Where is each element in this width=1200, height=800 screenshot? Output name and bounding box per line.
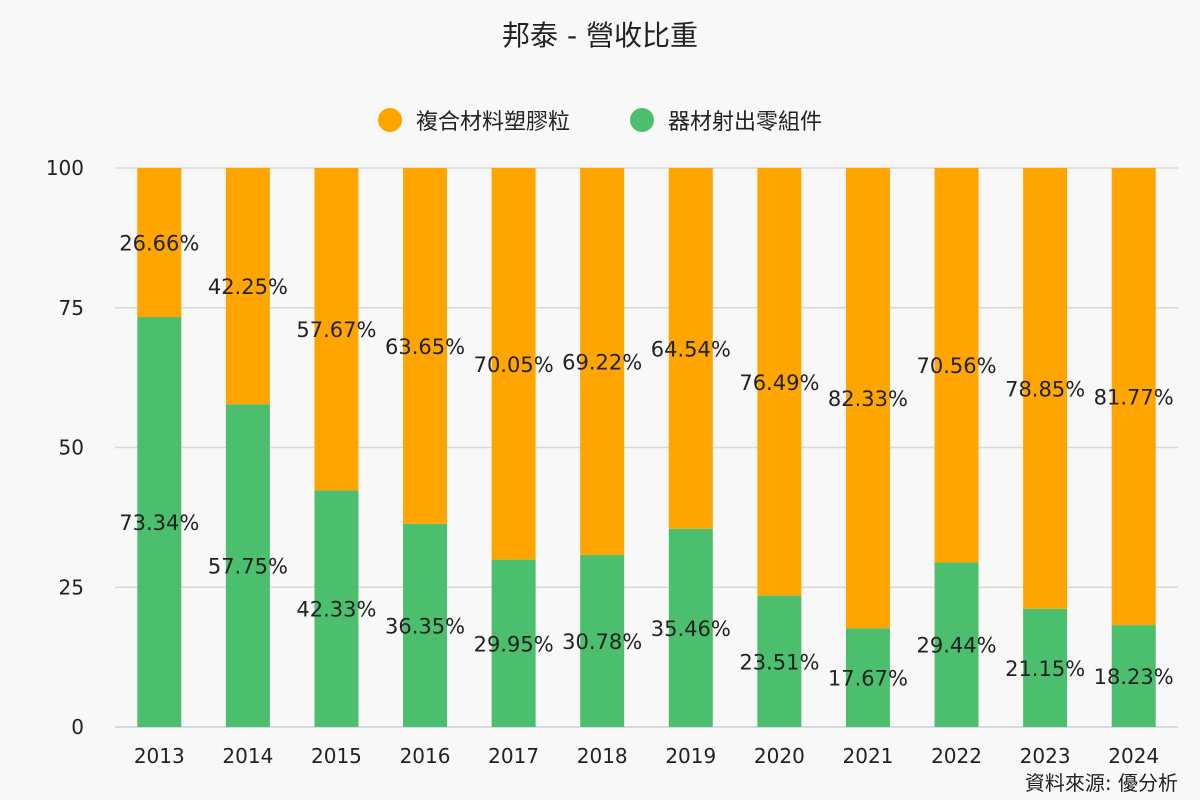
data-label-composite-plastic: 69.22% [562,350,642,374]
x-tick-label: 2024 [1108,744,1159,768]
data-label-composite-plastic: 81.77% [1094,386,1174,410]
data-label-injection-parts: 36.35% [385,614,465,638]
y-tick-label: 100 [46,156,84,180]
source-note: 資料來源: 優分析 [1024,771,1178,795]
data-label-composite-plastic: 26.66% [119,232,199,256]
x-tick-label: 2022 [931,744,982,768]
data-label-composite-plastic: 76.49% [739,371,819,395]
x-tick-label: 2023 [1020,744,1071,768]
data-label-composite-plastic: 70.56% [917,354,997,378]
bar-injection-parts [668,528,713,727]
bar-composite-plastic [491,168,536,560]
data-label-composite-plastic: 42.25% [208,275,288,299]
y-tick-label: 75 [59,296,84,320]
data-label-composite-plastic: 64.54% [651,337,731,361]
bar-injection-parts [225,404,270,727]
legend-swatch-orange [377,108,402,132]
bar-composite-plastic [1023,168,1068,609]
chart-title: 邦泰 - 營收比重 [502,19,698,52]
chart-legend: 複合材料塑膠粒 器材射出零組件 [0,104,1200,136]
data-label-injection-parts: 18.23% [1094,665,1174,689]
y-tick-label: 25 [59,575,84,599]
data-label-composite-plastic: 63.65% [385,335,465,359]
bar-composite-plastic [225,168,270,405]
bar-injection-parts [314,490,359,727]
data-label-composite-plastic: 57.67% [296,318,376,342]
bar-composite-plastic [314,168,359,491]
y-tick-label: 50 [59,436,84,460]
y-tick-label: 0 [71,715,84,739]
bar-injection-parts [757,595,802,727]
bar-composite-plastic [934,168,979,563]
bar-injection-parts [1023,608,1068,727]
x-tick-label: 2021 [843,744,894,768]
data-label-composite-plastic: 70.05% [474,353,554,377]
data-label-injection-parts: 23.51% [739,650,819,674]
bar-composite-plastic [1111,168,1156,626]
x-tick-label: 2014 [222,744,273,768]
x-tick-label: 2015 [311,744,362,768]
bar-injection-parts [1111,625,1156,727]
x-tick-label: 2013 [134,744,185,768]
bar-injection-parts [845,628,890,727]
legend-label: 複合材料塑膠粒 [415,110,570,135]
x-tick-label: 2016 [400,744,451,768]
data-label-injection-parts: 17.67% [828,667,908,691]
data-label-injection-parts: 21.15% [1005,657,1085,681]
bar-composite-plastic [137,168,182,318]
bar-injection-parts [934,562,979,727]
legend-item-composite-plastic[interactable]: 複合材料塑膠粒 [377,104,570,136]
bar-composite-plastic [845,168,890,629]
data-label-injection-parts: 57.75% [208,555,288,579]
bar-injection-parts [137,317,182,727]
x-tick-label: 2018 [577,744,628,768]
data-label-injection-parts: 35.46% [651,617,731,641]
data-label-injection-parts: 29.44% [917,634,997,658]
data-label-injection-parts: 29.95% [474,632,554,656]
x-tick-label: 2017 [488,744,539,768]
x-tick-label: 2020 [754,744,805,768]
legend-swatch-green [630,108,654,132]
data-label-composite-plastic: 82.33% [828,387,908,411]
bar-injection-parts [580,554,625,727]
legend-item-injection-parts[interactable]: 器材射出零組件 [630,104,822,136]
bar-composite-plastic [403,168,448,524]
bar-composite-plastic [757,168,802,596]
data-label-injection-parts: 73.34% [119,511,199,535]
bar-injection-parts [491,559,536,727]
data-label-composite-plastic: 78.85% [1005,377,1085,401]
legend-label: 器材射出零組件 [668,110,823,135]
x-tick-label: 2019 [665,744,716,768]
bar-composite-plastic [668,168,713,529]
data-label-injection-parts: 30.78% [562,630,642,654]
data-label-injection-parts: 42.33% [296,598,376,622]
bar-composite-plastic [580,168,625,555]
bar-injection-parts [403,523,448,727]
